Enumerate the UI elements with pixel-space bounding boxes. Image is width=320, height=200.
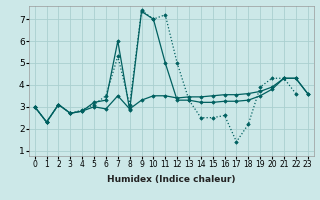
- X-axis label: Humidex (Indice chaleur): Humidex (Indice chaleur): [107, 175, 236, 184]
